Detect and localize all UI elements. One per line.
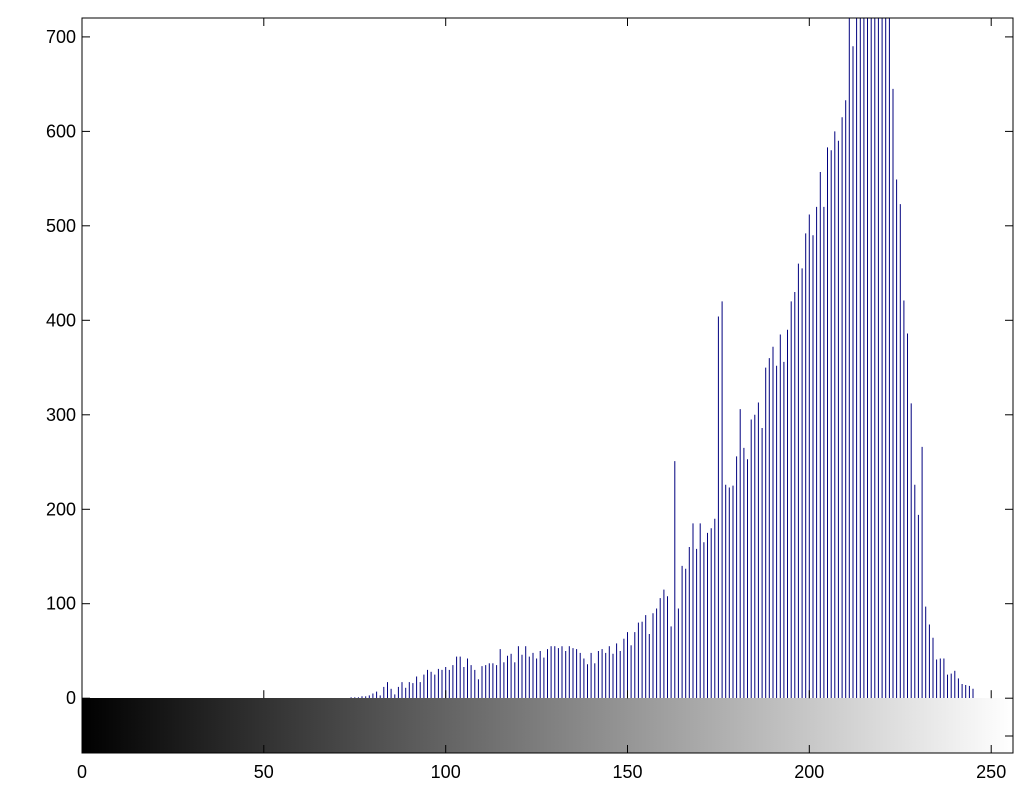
y-tick-label: 400 bbox=[46, 310, 76, 330]
axis-ticks bbox=[81, 18, 1013, 753]
x-tick-label: 0 bbox=[77, 762, 87, 782]
axes-box bbox=[81, 17, 1014, 754]
histogram-bars bbox=[350, 18, 974, 699]
y-tick-label: 100 bbox=[46, 594, 76, 614]
y-tick-label: 600 bbox=[46, 121, 76, 141]
x-tick-label: 50 bbox=[254, 762, 274, 782]
y-tick-label: 300 bbox=[46, 405, 76, 425]
x-tick-label: 200 bbox=[794, 762, 824, 782]
x-tick-label: 250 bbox=[976, 762, 1006, 782]
y-tick-label: 0 bbox=[66, 688, 76, 708]
plot-area bbox=[82, 18, 1013, 753]
x-tick-label: 150 bbox=[612, 762, 642, 782]
tick-labels: 0 100 200 300 400 500 600 700 0 50 100 150 200 250 bbox=[46, 27, 1006, 782]
grayscale-colorbar bbox=[82, 698, 1013, 753]
y-tick-label: 500 bbox=[46, 216, 76, 236]
y-tick-label: 700 bbox=[46, 27, 76, 47]
y-tick-label: 200 bbox=[46, 499, 76, 519]
x-tick-label: 100 bbox=[431, 762, 461, 782]
